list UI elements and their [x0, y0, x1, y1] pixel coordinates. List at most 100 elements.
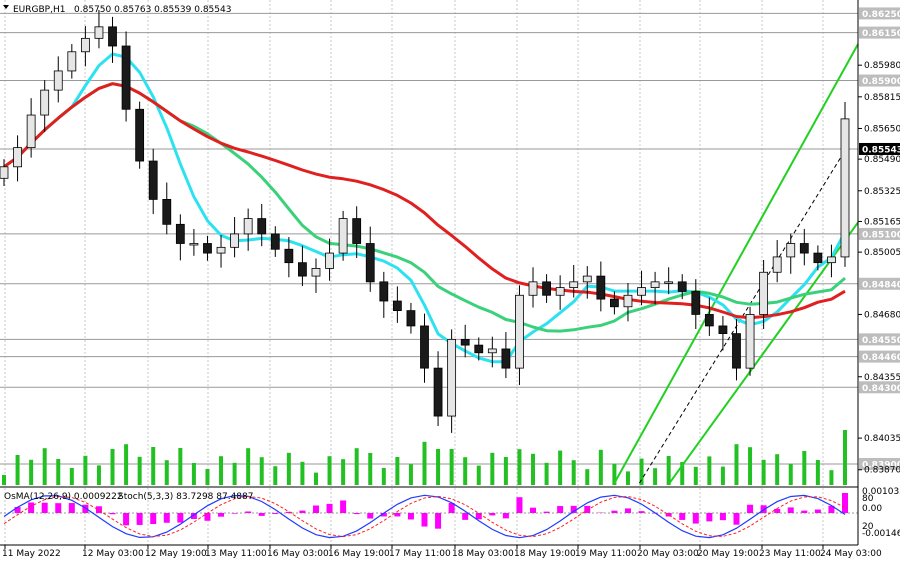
ma-slow-line — [3, 82, 846, 320]
osma-bar-34 — [462, 513, 469, 520]
osma-bar-40 — [543, 511, 550, 513]
price-tag-19 — [859, 457, 900, 470]
osma-bar-32 — [435, 513, 442, 529]
candle-body-60 — [813, 252, 823, 264]
price-tag-label-3: 0.85900 — [862, 77, 900, 87]
volume-bar-59 — [802, 451, 807, 485]
time-label-8: 18 May 19:00 — [514, 549, 576, 559]
volume-bar-22 — [300, 461, 305, 485]
candle-body-23 — [311, 268, 321, 277]
stoch-signal-line — [3, 495, 846, 538]
candle-body-41 — [555, 287, 565, 296]
volume-bar-41 — [558, 450, 563, 485]
time-label-12: 23 May 11:00 — [759, 549, 821, 559]
candle-body-1 — [13, 147, 22, 168]
candle-body-46 — [623, 294, 633, 308]
candle-body-31 — [420, 325, 429, 369]
candle-body-10 — [135, 108, 145, 162]
ohlc-values: 0.85750 0.85763 0.85539 0.85543 — [74, 5, 231, 15]
osma-bar-39 — [530, 507, 537, 513]
osc-tick-label-1: 80 — [862, 494, 874, 504]
volume-bar-42 — [571, 460, 576, 485]
osma-bar-54 — [733, 513, 740, 525]
candle-body-43 — [582, 275, 592, 283]
volume-bar-61 — [829, 470, 834, 485]
osma-bar-22 — [299, 510, 306, 513]
time-label-2: 12 May 19:00 — [145, 549, 207, 559]
volume-bar-20 — [273, 466, 278, 485]
osma-bar-3 — [41, 502, 48, 513]
osma-bar-5 — [68, 503, 75, 513]
price-tag-label-19: 0.83900 — [862, 460, 900, 470]
volume-bar-8 — [110, 449, 115, 485]
price-axis: 0.86250 0.86150 0.85980 0.85900 0.85815 0.856… — [858, 7, 900, 476]
osma-bar-50 — [679, 513, 686, 520]
volume-bar-39 — [531, 453, 536, 485]
volume-bar-14 — [191, 463, 196, 485]
volume-bar-57 — [775, 454, 780, 485]
candle-body-6 — [80, 37, 90, 53]
time-label-0: 11 May 2022 — [2, 549, 61, 559]
candle-body-15 — [203, 243, 212, 254]
osma-bar-1 — [14, 507, 21, 513]
time-label-3: 13 May 11:00 — [205, 549, 267, 559]
volume-bar-1 — [15, 455, 20, 485]
candle-body-12 — [162, 199, 172, 225]
channel-upper-line — [613, 43, 859, 484]
volume-bar-21 — [286, 452, 291, 485]
volume-bar-56 — [761, 459, 766, 485]
candle-body-48 — [650, 281, 660, 288]
price-tick-label-9: 0.85165 — [864, 217, 900, 227]
candle-body-3 — [40, 89, 50, 116]
volume-bar-23 — [313, 472, 318, 485]
volume-bar-10 — [137, 456, 142, 485]
osma-bar-26 — [353, 513, 360, 515]
channel-lower-line — [668, 221, 859, 484]
candle-body-20 — [270, 233, 280, 250]
osma-bar-12 — [163, 513, 170, 523]
osma-bar-17 — [231, 513, 238, 514]
price-tag-0 — [859, 7, 900, 20]
osma-bar-28 — [380, 513, 387, 517]
osc-tick-label-2: 0.00 — [862, 504, 882, 514]
candle-body-47 — [637, 287, 646, 296]
candle-body-33 — [447, 338, 457, 417]
osma-bar-58 — [787, 507, 794, 513]
osma-bar-62 — [842, 493, 848, 513]
osma-bar-35 — [475, 513, 482, 520]
time-label-11: 20 May 19:00 — [697, 549, 759, 559]
candle-body-26 — [352, 218, 362, 244]
price-tick-label-11: 0.85005 — [864, 248, 900, 258]
candle-body-52 — [704, 314, 714, 327]
vertical-grid — [4, 0, 824, 545]
price-tag-label-14: 0.84550 — [862, 336, 900, 346]
volume-bar-13 — [178, 448, 183, 485]
stoch-main-line — [3, 494, 846, 539]
osma-bar-55 — [747, 504, 754, 513]
osma-bar-31 — [421, 513, 428, 527]
osma-bar-2 — [28, 502, 35, 513]
price-tag-3 — [859, 74, 900, 87]
volume-bar-3 — [42, 448, 47, 485]
volume-bar-54 — [734, 444, 739, 485]
volume-bar-15 — [205, 469, 210, 485]
osma-bar-8 — [109, 513, 116, 515]
osma-bar-25 — [340, 500, 347, 513]
osma-bar-47 — [638, 511, 645, 513]
candle-body-39 — [528, 281, 538, 296]
price-tick-label-13: 0.84680 — [864, 310, 900, 320]
volume-bar-17 — [232, 462, 237, 485]
candle-body-8 — [108, 26, 117, 47]
osma-bar-38 — [516, 497, 523, 513]
osma-bar-59 — [801, 510, 808, 513]
stoch-label: Stoch(5,3,3) 83.7298 87.4887 — [118, 492, 253, 502]
volume-bar-45 — [612, 463, 617, 485]
chart-menu-arrow-icon[interactable] — [3, 5, 9, 9]
osma-bar-10 — [136, 513, 143, 525]
volume-bar-49 — [666, 456, 671, 485]
candle-body-36 — [487, 348, 497, 354]
volume-bar-55 — [748, 447, 753, 485]
price-tick-label-2: 0.85980 — [864, 61, 900, 71]
